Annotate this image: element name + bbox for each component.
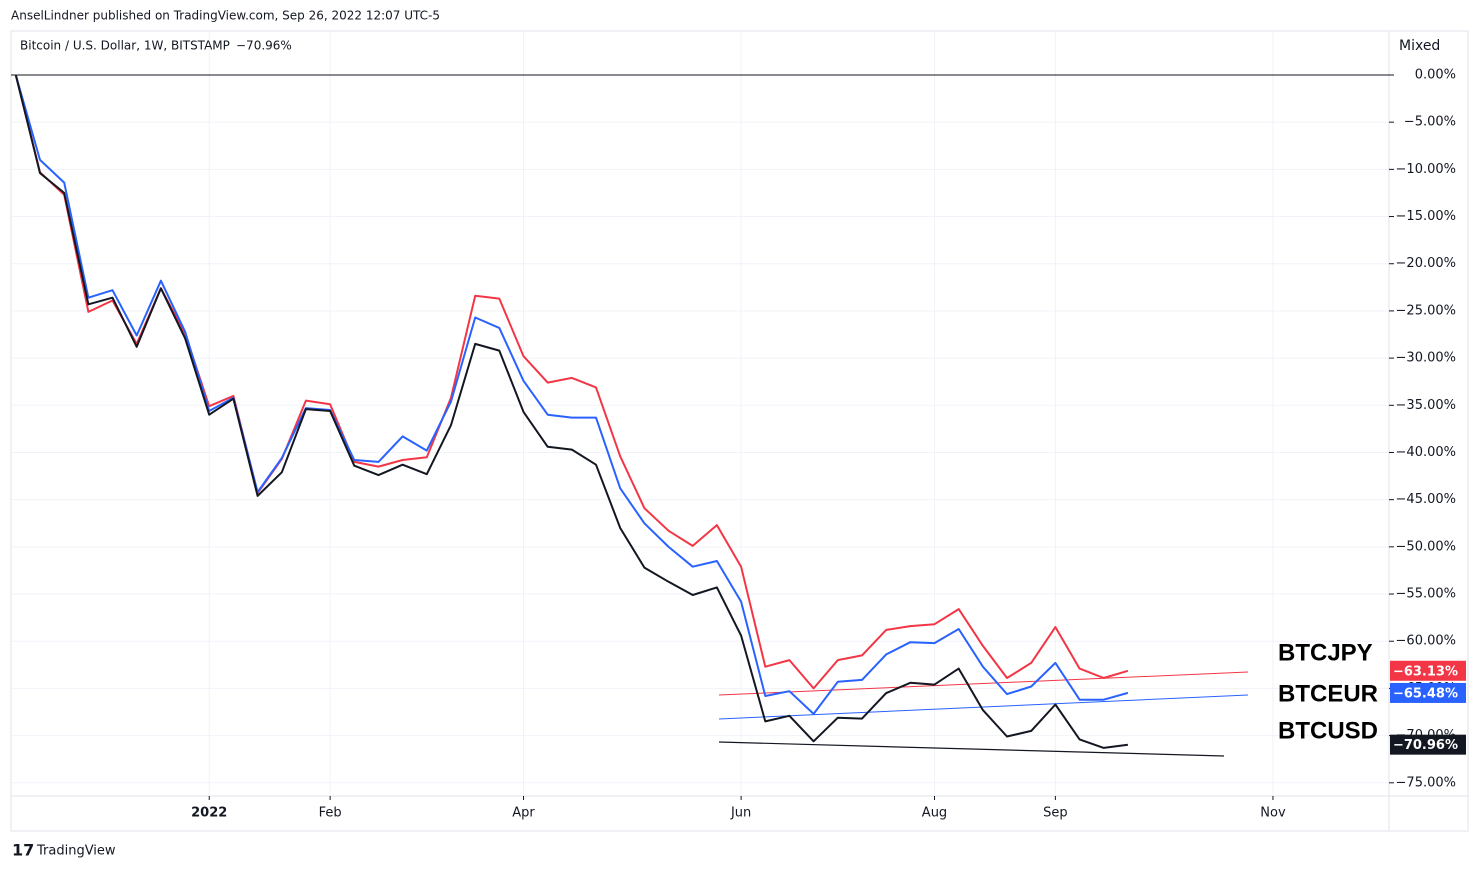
y-tick-label: −25.00% (1396, 303, 1456, 318)
x-tick-label: 2022 (191, 806, 227, 821)
last-value-box (1390, 660, 1466, 681)
y-tick-label: −5.00% (1404, 115, 1456, 130)
series-line (14, 74, 1129, 749)
y-tick-label: −40.00% (1396, 445, 1456, 460)
header: AnselLindner published on TradingView.co… (11, 9, 440, 23)
x-tick-label: Nov (1260, 806, 1286, 821)
y-tick-label: −60.00% (1396, 634, 1456, 649)
y-tick-label: −55.00% (1396, 587, 1456, 602)
trendline (718, 741, 1225, 757)
series-line (14, 74, 1129, 715)
scale-mode: Mixed (1399, 38, 1440, 54)
last-value-box (1390, 734, 1466, 755)
chart-title: Bitcoin / U.S. Dollar, 1W, BITSTAMP (20, 39, 230, 53)
y-tick-label: 0.00% (1415, 67, 1456, 82)
series-annotation: BTCUSD (1278, 717, 1378, 744)
y-tick-label: −75.00% (1396, 775, 1456, 790)
grid (11, 31, 1389, 796)
x-tick-label: Aug (922, 806, 947, 821)
y-tick-label: −30.00% (1396, 351, 1456, 366)
footer: TradingView (36, 844, 116, 859)
chart-frame (10, 30, 1469, 832)
last-value-label: −65.48% (1393, 686, 1458, 701)
series-annotation: BTCJPY (1278, 639, 1373, 666)
y-tick-label: −50.00% (1396, 539, 1456, 554)
x-tick-label: Feb (319, 806, 342, 821)
trendlines (718, 671, 1249, 757)
x-tick-label: Sep (1043, 806, 1068, 821)
x-tick-label: Apr (512, 806, 535, 821)
trendline (718, 671, 1249, 696)
trendline (718, 694, 1249, 720)
series-line (14, 74, 1129, 690)
y-tick-label: −35.00% (1396, 398, 1456, 413)
y-tick-label: −45.00% (1396, 492, 1456, 507)
y-tick-label: −20.00% (1396, 256, 1456, 271)
y-tick-label: −10.00% (1396, 162, 1456, 177)
title-change: −70.96% (236, 39, 292, 53)
last-value-label: −63.13% (1393, 664, 1458, 679)
x-tick-label: Jun (730, 806, 751, 821)
last-value-box (1390, 682, 1466, 703)
series-annotation: BTCEUR (1278, 680, 1378, 707)
y-tick-label: −15.00% (1396, 209, 1456, 224)
logo-mark: 17 (12, 841, 34, 860)
last-value-label: −70.96% (1393, 738, 1458, 753)
